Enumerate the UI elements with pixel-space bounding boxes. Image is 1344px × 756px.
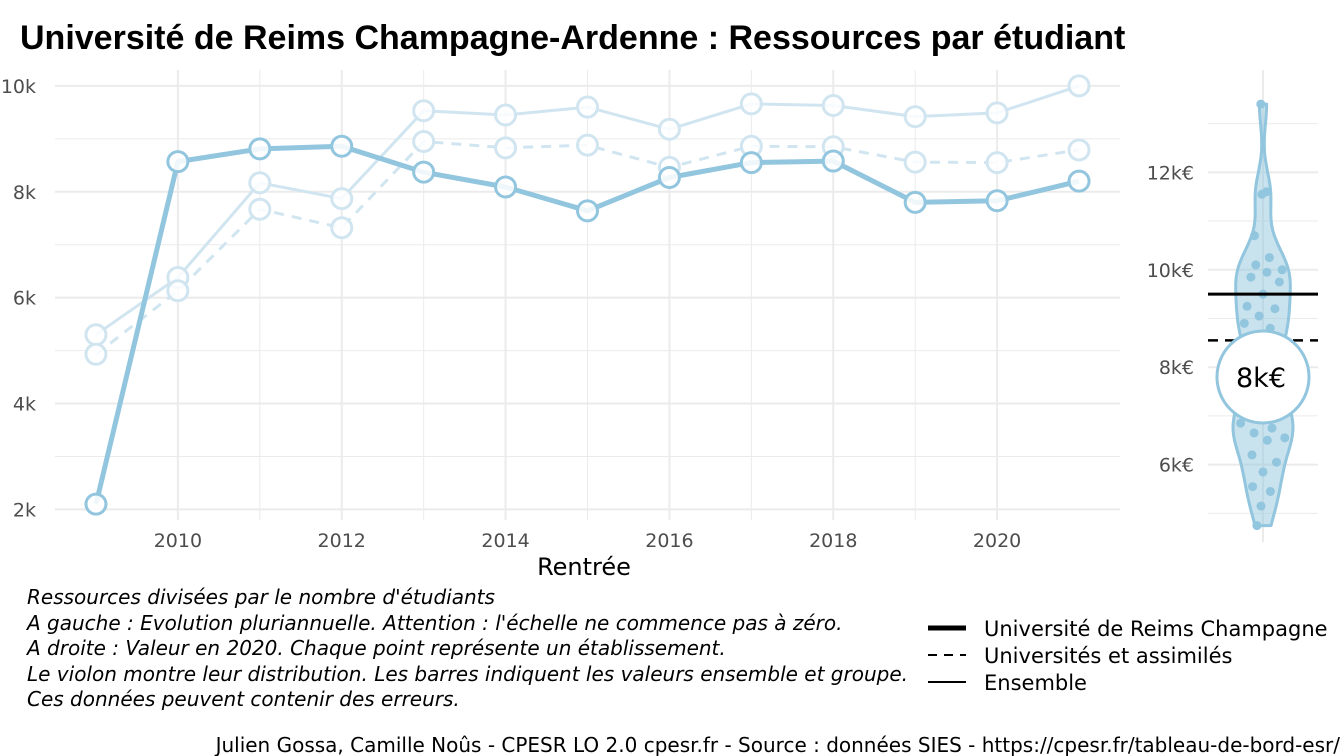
y-tick-label: 6k: [13, 288, 36, 310]
data-point: [576, 95, 599, 119]
data-point: [412, 129, 436, 153]
line-chart-y-axis: 2k 4k 6k 8k 10k: [1, 76, 36, 522]
x-tick-label: 2014: [481, 530, 529, 552]
note-line: A droite : Valeur en 2020. Chaque point …: [25, 636, 726, 660]
violin-point: [1248, 482, 1258, 492]
data-point: [330, 216, 354, 240]
violin-point: [1258, 467, 1268, 477]
violin-point: [1239, 318, 1249, 328]
data-point: [903, 105, 927, 129]
violin-point: [1271, 457, 1281, 467]
x-tick-label: 2018: [809, 530, 857, 552]
data-point: [166, 150, 190, 174]
data-point: [657, 117, 681, 141]
note-line: Le violon montre leur distribution. Les …: [27, 662, 908, 686]
violin-point: [1274, 277, 1284, 287]
x-tick-label: 2016: [645, 530, 693, 552]
violin-point: [1270, 304, 1280, 314]
data-point: [84, 323, 108, 347]
violin-point: [1247, 450, 1257, 460]
highlight-value-circle: [1215, 329, 1311, 425]
x-tick-label: 2010: [154, 530, 202, 552]
legend-label: Ensemble: [984, 671, 1087, 695]
violin-point: [1261, 187, 1271, 197]
violin-point: [1262, 435, 1272, 445]
data-point: [166, 279, 190, 303]
note-line: A gauche : Evolution pluriannuelle. Atte…: [25, 611, 843, 635]
violin-point: [1246, 272, 1256, 282]
data-point: [903, 150, 927, 174]
legend-label: Universités et assimilés: [984, 644, 1232, 668]
violin-point: [1267, 423, 1277, 433]
violin-point: [1236, 418, 1246, 428]
violin-point: [1262, 267, 1272, 277]
data-point: [903, 190, 927, 214]
highlight-value-label: 8k€: [1236, 363, 1286, 394]
data-point: [330, 187, 354, 211]
data-point: [248, 171, 272, 195]
y-tick-label: 10k: [1, 76, 36, 98]
y-tick-label: 8k€: [1159, 357, 1194, 379]
data-point: [985, 189, 1009, 213]
violin-point: [1242, 301, 1252, 311]
data-point: [1067, 138, 1091, 162]
y-tick-label: 12k€: [1147, 162, 1194, 184]
violin-point: [1254, 311, 1264, 321]
violin-point: [1251, 260, 1261, 270]
highlight-value-bubble: 8k€: [1215, 329, 1311, 425]
violin-point: [1265, 486, 1275, 496]
x-tick-label: 2012: [318, 530, 366, 552]
data-point: [821, 93, 845, 117]
data-point: [494, 136, 518, 160]
violin-point: [1256, 99, 1266, 109]
violin-panel: 6k€ 8k€ 10k€ 12k€ 8k€: [1147, 70, 1318, 542]
data-point: [248, 137, 272, 161]
note-line: Ces données peuvent contenir des erreurs…: [27, 687, 460, 711]
data-point: [494, 103, 518, 127]
violin-y-axis: 6k€ 8k€ 10k€ 12k€: [1147, 162, 1194, 476]
y-tick-label: 4k: [13, 394, 36, 416]
data-point: [494, 175, 518, 199]
data-point: [1067, 169, 1091, 193]
violin-point: [1256, 501, 1266, 511]
y-tick-label: 2k: [13, 499, 36, 521]
data-point: [412, 160, 436, 184]
violin-point: [1249, 428, 1259, 438]
data-point: [330, 134, 354, 158]
notes-block: Ressources divisées par le nombre d'étud…: [25, 585, 908, 711]
line-chart-x-axis: 2010 2012 2014 2016 2018 2020: [154, 530, 1022, 552]
data-point: [84, 342, 108, 366]
data-point: [739, 92, 763, 116]
violin-point: [1280, 433, 1290, 443]
data-point: [84, 492, 108, 516]
data-point: [412, 99, 436, 123]
data-point: [739, 151, 763, 175]
data-point: [576, 133, 599, 157]
legend: Université de Reims Champagne Université…: [928, 617, 1328, 695]
data-point: [248, 197, 272, 221]
chart-title: Université de Reims Champagne-Ardenne : …: [20, 19, 1125, 57]
y-tick-label: 10k€: [1147, 260, 1194, 282]
x-tick-label: 2020: [973, 530, 1021, 552]
data-point: [821, 149, 845, 173]
data-point: [1067, 74, 1091, 98]
data-point: [576, 199, 599, 223]
y-tick-label: 8k: [13, 182, 36, 204]
y-tick-label: 6k€: [1159, 455, 1194, 477]
data-point: [657, 165, 681, 189]
line-chart-series: [84, 74, 1091, 516]
note-line: Ressources divisées par le nombre d'étud…: [27, 585, 495, 609]
source-caption: Julien Gossa, Camille Noûs - CPESR LO 2.…: [214, 733, 1341, 756]
x-axis-title: Rentrée: [537, 553, 631, 581]
violin-point: [1264, 253, 1274, 263]
violin-point: [1277, 265, 1287, 275]
line-chart-panel: 2k 4k 6k 8k 10k 2010 2012 2014 2016 2018 2020 Ren…: [1, 70, 1120, 581]
legend-label: Université de Reims Champagne: [984, 617, 1328, 641]
data-point: [985, 151, 1009, 175]
data-point: [985, 101, 1009, 125]
violin-point: [1252, 521, 1262, 531]
violin-point: [1249, 231, 1259, 241]
